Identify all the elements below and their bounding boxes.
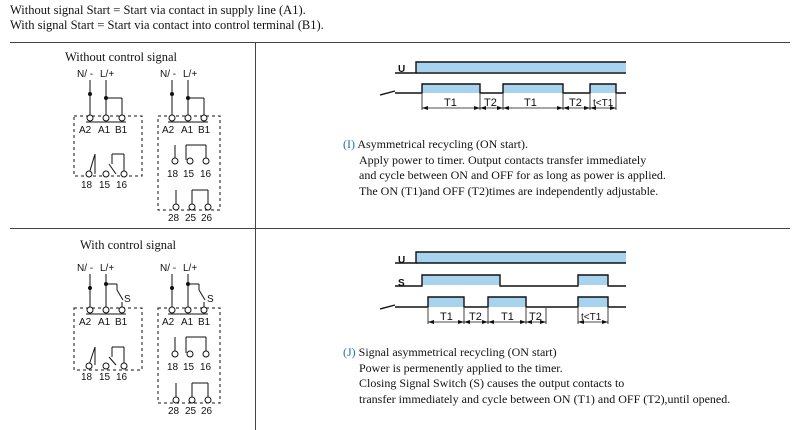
column-divider [255, 42, 256, 430]
section2-description: (J) Signal asymmetrical recycling (ON st… [343, 345, 730, 407]
section1-timing-diagram: U T1 T2 T1 T2 t<T1 [379, 61, 626, 110]
s2-right-15-label: 15 [183, 362, 195, 373]
s1-right-a2-label: A2 [162, 125, 175, 136]
s1-left-a2-label: A2 [79, 125, 92, 136]
s2-right-b1-label: B1 [198, 317, 211, 328]
s1-right-25-label: 25 [185, 213, 197, 224]
s2-desc-line-3: transfer immediately and cycle between O… [359, 391, 731, 406]
s2-right-28-label: 28 [168, 406, 180, 417]
s1-timing-t2b-label: T2 [569, 97, 582, 109]
s2-left-a2-label: A2 [79, 317, 92, 328]
section2-wiring-diagram: N/ - L/+ S A2 A1 B1 18 15 16 N/ - L/+ S … [73, 263, 221, 417]
section1-title: Without control signal [65, 50, 177, 64]
s1-timing-t2-label: T2 [484, 97, 497, 109]
middle-divider [10, 228, 790, 229]
s1-right-18-label: 18 [167, 169, 179, 180]
s2-left-neutral-label: N/ - [77, 263, 93, 274]
intro-line-1: Without signal Start = Start via contact… [10, 3, 306, 17]
top-divider [10, 42, 790, 43]
s2-timing-t1b-label: T1 [501, 311, 514, 323]
s2-right-16-label: 16 [200, 362, 212, 373]
s2-right-a2-label: A2 [162, 317, 175, 328]
s2-left-live-label: L/+ [100, 263, 114, 274]
section2-title: With control signal [80, 238, 177, 252]
s2-right-a1-label: A1 [181, 317, 194, 328]
intro-line-2: With signal Start = Start via contact in… [10, 18, 324, 32]
s2-left-a1-label: A1 [98, 317, 111, 328]
s2-right-switch-label: S [207, 294, 214, 305]
s2-left-15-label: 15 [99, 372, 111, 383]
s2-timing-s-label: S [398, 278, 405, 289]
s2-desc-line-2: Closing Signal Switch (S) causes the out… [359, 376, 625, 390]
s1-right-26-label: 26 [201, 213, 213, 224]
s2-left-b1-label: B1 [115, 317, 128, 328]
s1-left-15-label: 15 [99, 180, 111, 191]
s2-timing-u-label: U [398, 255, 405, 266]
s2-timing-t1-label: T1 [440, 311, 453, 323]
s1-desc-title: Asymmetrical recycling (ON start). [357, 137, 528, 151]
s2-timing-t2-label: T2 [469, 311, 482, 323]
s1-left-16-label: 16 [116, 180, 128, 191]
s2-right-neutral-label: N/ - [160, 263, 176, 274]
s1-timing-t1-label: T1 [444, 97, 457, 109]
s1-right-15-label: 15 [183, 169, 195, 180]
s1-left-live-label: L/+ [100, 69, 114, 80]
s2-timing-t2b-label: T2 [529, 311, 542, 323]
s2-desc-line-1: Power is permenently applied to the time… [359, 360, 563, 375]
s2-right-25-label: 25 [185, 406, 197, 417]
s1-desc-line-1: Apply power to timer. Output contacts tr… [359, 152, 647, 167]
s2-timing-tlt-label: t<T1 [581, 312, 602, 323]
s2-right-live-label: L/+ [183, 263, 197, 274]
s2-right-18-label: 18 [167, 362, 179, 373]
s1-desc-line-2: and cycle between ON and OFF for as long… [359, 168, 666, 182]
s1-left-a1-label: A1 [98, 125, 111, 136]
s1-left-b1-label: B1 [115, 125, 128, 136]
s2-right-26-label: 26 [201, 406, 213, 417]
s1-timing-u-label: U [398, 64, 405, 75]
s2-desc-title: Signal asymmetrical recycling (ON start) [358, 345, 557, 359]
s1-timing-t1b-label: T1 [524, 97, 537, 109]
s1-right-b1-label: B1 [198, 125, 211, 136]
s1-desc-line-3: The ON (T1)and OFF (T2)times are indepen… [359, 183, 659, 198]
section1-wiring-diagram: N/ - L/+ A2 A1 B1 18 15 16 N/ - L/+ A2 A… [73, 69, 221, 224]
s1-right-live-label: L/+ [183, 69, 197, 80]
s2-left-16-label: 16 [116, 372, 128, 383]
section1-description: (I) Asymmetrical recycling (ON start). A… [343, 137, 666, 199]
s1-desc-tag: (I) [343, 137, 355, 151]
s1-right-a1-label: A1 [181, 125, 194, 136]
s1-right-neutral-label: N/ - [160, 69, 176, 80]
s1-left-neutral-label: N/ - [77, 69, 93, 80]
s1-left-18-label: 18 [81, 180, 93, 191]
s2-left-18-label: 18 [81, 372, 93, 383]
s2-left-switch-label: S [124, 294, 131, 305]
s1-right-16-label: 16 [200, 169, 212, 180]
s2-desc-tag: (J) [343, 345, 356, 359]
s1-timing-tlt-label: t<T1 [593, 98, 614, 109]
s1-right-28-label: 28 [168, 213, 180, 224]
